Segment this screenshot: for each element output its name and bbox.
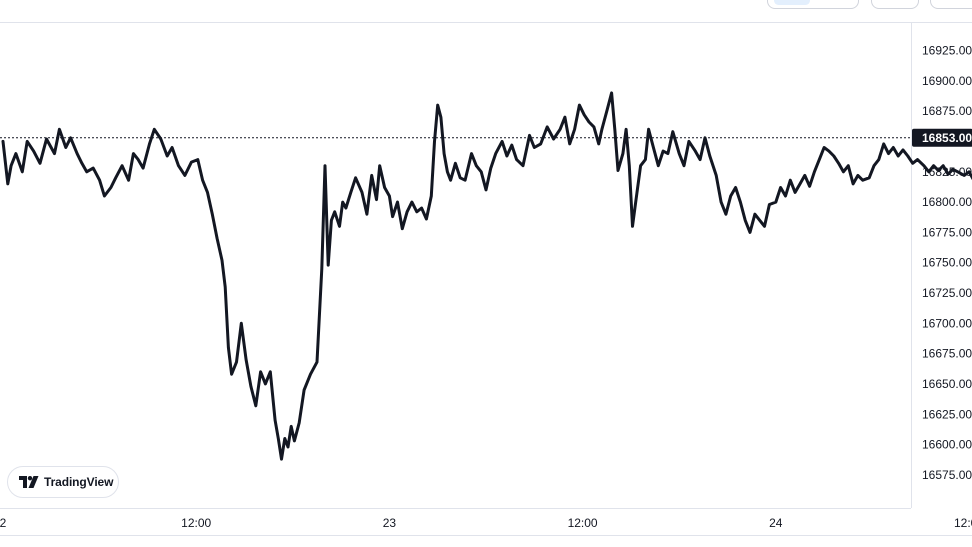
y-tick-label: 16775.00 (922, 225, 972, 239)
tradingview-logo[interactable]: TradingView (7, 466, 119, 498)
interval-toggle-active-segment (774, 0, 810, 5)
y-tick-label: 16725.00 (922, 286, 972, 300)
y-tick-label: 16650.00 (922, 377, 972, 391)
current-price-badge (912, 128, 972, 147)
current-price-label: 16853.00 (922, 131, 972, 145)
y-tick-label: 16600.00 (922, 438, 972, 452)
y-tick-label: 16875.00 (922, 104, 972, 118)
x-tick-label: 12:00 (181, 516, 211, 530)
y-tick-label: 16900.00 (922, 74, 972, 88)
y-tick-label: 16925.00 (922, 44, 972, 58)
y-tick-label: 16700.00 (922, 316, 972, 330)
tradingview-logo-icon (19, 476, 39, 488)
y-tick-label: 16575.00 (922, 468, 972, 482)
x-tick-label: 24 (769, 516, 783, 530)
y-tick-label: 16625.00 (922, 407, 972, 421)
x-tick-label: 12:00 (954, 516, 972, 530)
x-tick-label: 23 (383, 516, 397, 530)
y-tick-label: 16675.00 (922, 347, 972, 361)
y-tick-label: 16750.00 (922, 256, 972, 270)
x-tick-label: 12:00 (568, 516, 598, 530)
toolbar-button[interactable] (930, 0, 972, 9)
top-toolbar-strip (0, 0, 972, 23)
x-tick-label: 2 (0, 516, 7, 530)
y-tick-label: 16800.00 (922, 195, 972, 209)
price-series-line (1, 91, 972, 461)
tradingview-logo-text: TradingView (44, 475, 114, 489)
